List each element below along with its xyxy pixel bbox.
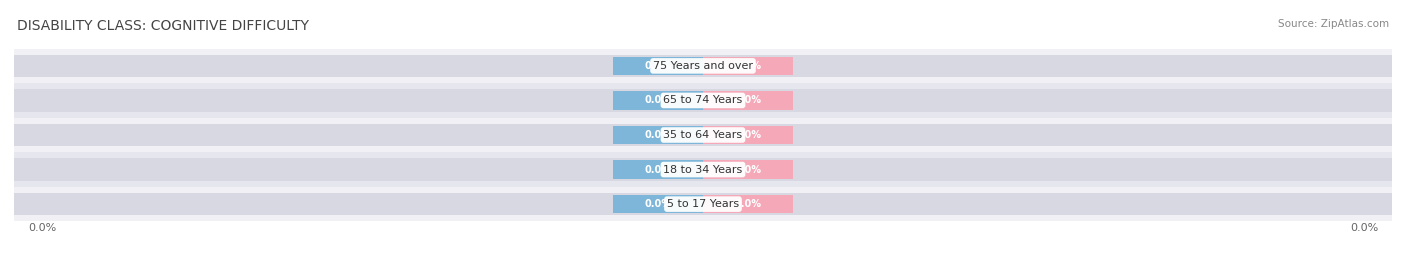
Text: 0.0%: 0.0% (734, 199, 761, 209)
Text: 0.0%: 0.0% (734, 130, 761, 140)
Text: 75 Years and over: 75 Years and over (652, 61, 754, 71)
Bar (613, 91, 703, 110)
Bar (613, 126, 703, 144)
Bar (14, 152, 1392, 187)
Bar (14, 158, 1392, 181)
Text: 0.0%: 0.0% (645, 199, 672, 209)
Text: Source: ZipAtlas.com: Source: ZipAtlas.com (1278, 19, 1389, 29)
Text: 0.0%: 0.0% (28, 223, 56, 233)
Text: 5 to 17 Years: 5 to 17 Years (666, 199, 740, 209)
Bar (703, 160, 793, 179)
Text: 0.0%: 0.0% (734, 61, 761, 71)
Bar (14, 118, 1392, 152)
Bar (703, 195, 793, 213)
Text: 0.0%: 0.0% (734, 164, 761, 175)
Bar (613, 57, 703, 75)
Bar (14, 187, 1392, 221)
Text: 35 to 64 Years: 35 to 64 Years (664, 130, 742, 140)
Bar (14, 83, 1392, 118)
Bar (703, 57, 793, 75)
Text: 65 to 74 Years: 65 to 74 Years (664, 95, 742, 106)
Text: 0.0%: 0.0% (645, 130, 672, 140)
Text: 0.0%: 0.0% (734, 95, 761, 106)
Text: 0.0%: 0.0% (645, 61, 672, 71)
Text: 18 to 34 Years: 18 to 34 Years (664, 164, 742, 175)
Bar (14, 55, 1392, 77)
Bar (14, 89, 1392, 112)
Bar (14, 124, 1392, 146)
Text: 0.0%: 0.0% (645, 164, 672, 175)
Bar (14, 193, 1392, 215)
Bar (14, 49, 1392, 83)
Text: 0.0%: 0.0% (1350, 223, 1378, 233)
Bar (613, 160, 703, 179)
Bar (613, 195, 703, 213)
Text: DISABILITY CLASS: COGNITIVE DIFFICULTY: DISABILITY CLASS: COGNITIVE DIFFICULTY (17, 19, 309, 33)
Bar (703, 126, 793, 144)
Bar (703, 91, 793, 110)
Text: 0.0%: 0.0% (645, 95, 672, 106)
